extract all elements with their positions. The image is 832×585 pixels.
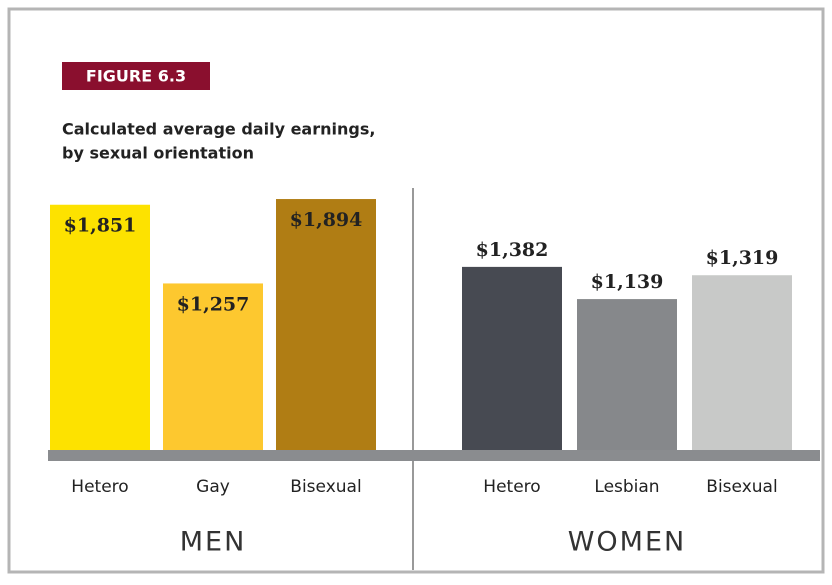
chart-title: Calculated average daily earnings,	[62, 120, 375, 139]
x-tick-label: Bisexual	[290, 477, 361, 497]
group-label: WOMEN	[568, 527, 687, 558]
x-tick-label: Hetero	[483, 477, 540, 497]
group-label: MEN	[180, 527, 247, 558]
bar	[462, 266, 562, 450]
bar	[577, 299, 677, 450]
bar	[50, 204, 150, 450]
value-label: $1,894	[290, 209, 363, 231]
value-label: $1,319	[706, 247, 779, 269]
x-tick-label: Gay	[196, 477, 230, 497]
x-tick-label: Bisexual	[706, 477, 777, 497]
chart-title: by sexual orientation	[62, 144, 254, 163]
x-tick-label: Lesbian	[594, 477, 659, 497]
figure-label-box	[62, 62, 210, 90]
bar	[692, 275, 792, 450]
bar	[276, 199, 376, 450]
x-tick-label: Hetero	[71, 477, 128, 497]
value-label: $1,851	[64, 215, 137, 237]
bar	[163, 283, 263, 450]
value-label: $1,139	[591, 271, 664, 293]
baseline	[48, 450, 820, 461]
figure-label: FIGURE 6.3	[86, 67, 186, 86]
value-label: $1,257	[177, 293, 250, 315]
value-label: $1,382	[476, 239, 549, 261]
